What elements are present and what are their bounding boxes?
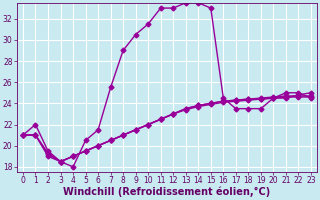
X-axis label: Windchill (Refroidissement éolien,°C): Windchill (Refroidissement éolien,°C) [63, 187, 271, 197]
